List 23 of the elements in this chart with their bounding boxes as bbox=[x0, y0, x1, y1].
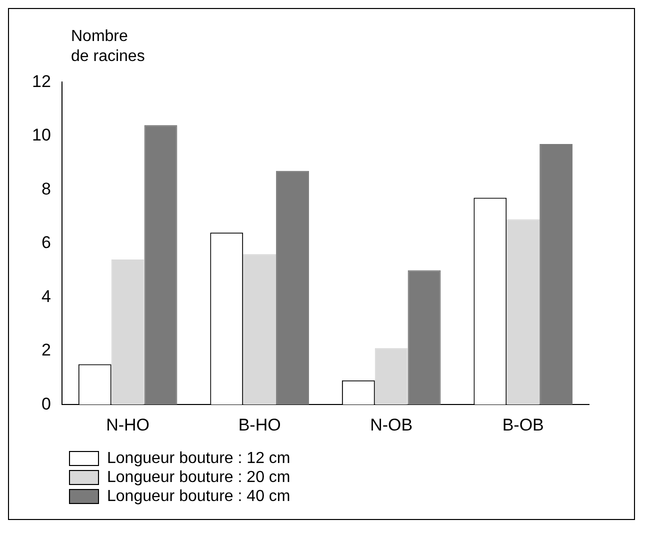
x-tick-label: B-OB bbox=[502, 415, 544, 434]
y-tick-label: 0 bbox=[41, 394, 51, 414]
y-tick-label: 10 bbox=[32, 126, 51, 145]
legend-label: Longueur bouture : 40 cm bbox=[107, 488, 290, 506]
x-tick-label: N-OB bbox=[370, 415, 413, 434]
x-tick-label: N-HO bbox=[106, 415, 150, 434]
y-tick-label: 6 bbox=[41, 233, 51, 252]
bar bbox=[408, 270, 441, 405]
bar bbox=[276, 170, 309, 405]
bar bbox=[540, 144, 573, 405]
y-axis-title: Nombre de racines bbox=[71, 27, 145, 67]
y-tick-label: 8 bbox=[41, 179, 51, 198]
bar bbox=[243, 254, 276, 405]
y-tick-label: 12 bbox=[32, 72, 51, 91]
bar bbox=[506, 219, 540, 405]
bar bbox=[374, 348, 408, 405]
x-tick-label: B-HO bbox=[238, 415, 281, 434]
y-tick-label: 4 bbox=[41, 286, 51, 306]
y-tick-label: 2 bbox=[41, 340, 51, 360]
legend-label: Longueur bouture : 20 cm bbox=[107, 468, 290, 486]
bar bbox=[111, 260, 144, 405]
bar bbox=[144, 125, 178, 405]
text: Longueur bouture : 12 cm bbox=[107, 450, 290, 468]
